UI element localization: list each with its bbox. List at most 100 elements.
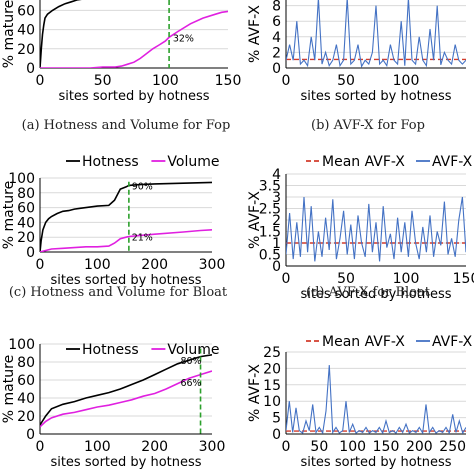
x-tick-label: 150 <box>453 271 474 287</box>
plot-area <box>286 196 466 262</box>
y-tick-label: 3 <box>272 190 281 206</box>
y-tick-label: 100 <box>8 171 35 187</box>
avf-x-series-line <box>286 0 466 68</box>
x-tick-label: 50 <box>310 439 328 455</box>
y-tick-label: 2 <box>272 213 281 229</box>
x-axis-label: sites sorted by hotness <box>50 455 201 470</box>
y-axis-label: % mature <box>1 181 17 249</box>
x-tick-label: 0 <box>282 271 291 287</box>
y-tick-label: 20 <box>17 230 35 246</box>
x-tick-label: 100 <box>84 257 111 273</box>
x-tick-label: 100 <box>84 439 111 455</box>
x-tick-label: 0 <box>282 439 291 455</box>
hotness-series-line <box>40 0 82 68</box>
y-tick-label: 4 <box>272 167 281 183</box>
percent-annotation: 80% <box>180 356 201 367</box>
legend-entry: AVF-X <box>432 334 473 350</box>
percent-annotation: 66% <box>180 378 201 389</box>
x-tick-label: 150 <box>373 439 400 455</box>
legend-entry: Volume <box>167 342 219 358</box>
y-tick-label: 0.5 <box>259 248 281 264</box>
panel-caption: (a) Hotness and Volume for Fop <box>22 118 231 133</box>
panel-caption: (b) AVF-X for Fop <box>311 118 425 133</box>
x-axis-label: sites sorted by hotness <box>300 287 451 302</box>
x-tick-label: 100 <box>339 439 366 455</box>
y-tick-label: 25 <box>263 345 281 361</box>
y-tick-label: 15 <box>263 378 281 394</box>
y-tick-label: 20 <box>17 409 35 425</box>
y-tick-label: 0 <box>272 61 281 77</box>
percent-annotation: 90% <box>132 181 153 192</box>
legend-entry: Mean AVF-X <box>322 154 405 170</box>
plot-area <box>40 181 212 252</box>
y-tick-label: 80 <box>17 186 35 202</box>
x-tick-label: 100 <box>152 73 179 89</box>
legend-entry: Hotness <box>82 154 139 170</box>
y-tick-label: 2 <box>272 45 281 61</box>
x-axis-label: sites sorted by hotness <box>300 455 451 470</box>
y-tick-label: 40 <box>17 215 35 231</box>
legend-entry: AVF-X <box>432 154 473 170</box>
x-tick-label: 0 <box>36 439 45 455</box>
y-tick-label: 20 <box>17 42 35 58</box>
y-tick-label: 60 <box>17 201 35 217</box>
x-tick-label: 100 <box>393 271 420 287</box>
x-tick-label: 50 <box>94 73 112 89</box>
plot-area <box>40 0 228 68</box>
volume-series-line <box>40 229 212 252</box>
y-tick-label: 20 <box>263 361 281 377</box>
y-tick-label: 4 <box>272 30 281 46</box>
y-tick-label: 2.5 <box>259 202 281 218</box>
plot-area <box>40 348 212 434</box>
x-tick-label: 50 <box>337 73 355 89</box>
y-tick-label: 6 <box>272 14 281 30</box>
y-tick-label: 3.5 <box>259 179 281 195</box>
y-axis-label: % AVF-X <box>247 364 263 422</box>
x-tick-label: 0 <box>282 73 291 89</box>
x-tick-label: 300 <box>199 257 226 273</box>
y-tick-label: 5 <box>272 411 281 427</box>
panel-caption: (d) AVF-X for Bloat <box>306 285 431 300</box>
x-axis-label: sites sorted by hotness <box>300 89 451 104</box>
y-tick-label: 0 <box>272 427 281 443</box>
hotness-series-line <box>40 181 212 252</box>
y-tick-label: 100 <box>8 337 35 353</box>
y-tick-label: 60 <box>17 373 35 389</box>
y-tick-label: 1 <box>272 236 281 252</box>
y-axis-label: % mature <box>1 0 17 68</box>
x-tick-label: 0 <box>36 257 45 273</box>
legend-entry: Mean AVF-X <box>322 334 405 350</box>
y-tick-label: 0 <box>26 61 35 77</box>
x-tick-label: 200 <box>141 257 168 273</box>
y-tick-label: 40 <box>17 391 35 407</box>
y-axis-label: % mature <box>1 355 17 423</box>
y-tick-label: 0 <box>26 427 35 443</box>
volume-series-line <box>40 10 228 68</box>
x-tick-label: 150 <box>215 73 242 89</box>
x-tick-label: 300 <box>199 439 226 455</box>
y-tick-label: 0 <box>26 245 35 261</box>
x-tick-label: 200 <box>141 439 168 455</box>
y-tick-label: 10 <box>263 394 281 410</box>
y-tick-label: 0 <box>272 259 281 275</box>
avf-x-series-line <box>286 196 466 262</box>
y-tick-label: 8 <box>272 0 281 15</box>
percent-annotation: 21% <box>132 232 153 243</box>
x-tick-label: 100 <box>393 73 420 89</box>
percent-annotation: 32% <box>173 33 194 44</box>
x-tick-label: 0 <box>36 73 45 89</box>
y-tick-label: 80 <box>17 355 35 371</box>
legend-entry: Hotness <box>82 342 139 358</box>
x-tick-label: 200 <box>406 439 433 455</box>
hotness-series-line <box>40 354 212 426</box>
y-tick-label: 60 <box>17 3 35 19</box>
y-tick-label: 40 <box>17 23 35 39</box>
legend-entry: Volume <box>167 154 219 170</box>
